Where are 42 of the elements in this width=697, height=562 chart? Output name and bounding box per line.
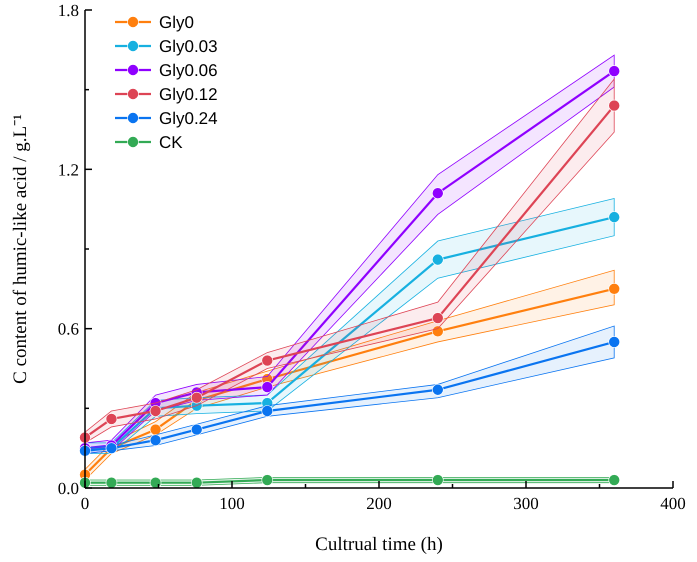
y-tick-label: 1.2	[58, 160, 79, 180]
y-axis-title: C content of humic-like acid / g.L⁻¹	[10, 114, 31, 384]
point	[608, 283, 620, 295]
point	[190, 424, 203, 436]
point	[608, 100, 620, 112]
point	[432, 326, 444, 338]
legend-label: Gly0	[159, 13, 194, 32]
y-tick-label: 1.8	[58, 1, 79, 20]
x-tick-label: 300	[513, 494, 539, 513]
y-tick-label: 0.0	[58, 479, 79, 498]
y-tick-label: 0.6	[58, 320, 79, 339]
point	[432, 254, 444, 266]
point	[608, 65, 620, 77]
point	[150, 434, 162, 446]
point	[608, 474, 620, 486]
point	[150, 476, 162, 488]
point	[608, 336, 620, 348]
point	[261, 381, 274, 393]
legend-label: Gly0.06	[159, 61, 218, 80]
x-axis-title: Cultrual time (h)	[315, 534, 443, 555]
point	[608, 211, 620, 223]
point	[261, 354, 274, 366]
point	[150, 424, 162, 436]
point	[432, 187, 444, 200]
point	[106, 413, 118, 425]
x-tick-label: 0	[80, 494, 90, 513]
point	[150, 405, 162, 417]
point	[261, 474, 274, 486]
x-tick-label: 100	[219, 494, 245, 513]
point	[190, 392, 203, 404]
point	[432, 312, 444, 324]
point	[190, 476, 203, 488]
point	[432, 474, 444, 486]
x-tick-label: 400	[660, 494, 686, 513]
point	[261, 405, 274, 417]
point	[432, 384, 444, 396]
legend-label: Gly0.12	[159, 85, 218, 104]
x-tick-label: 200	[366, 494, 392, 513]
legend-label: Gly0.24	[159, 109, 218, 128]
legend-label: Gly0.03	[159, 37, 218, 56]
legend-label: CK	[159, 133, 184, 152]
point	[106, 476, 118, 488]
